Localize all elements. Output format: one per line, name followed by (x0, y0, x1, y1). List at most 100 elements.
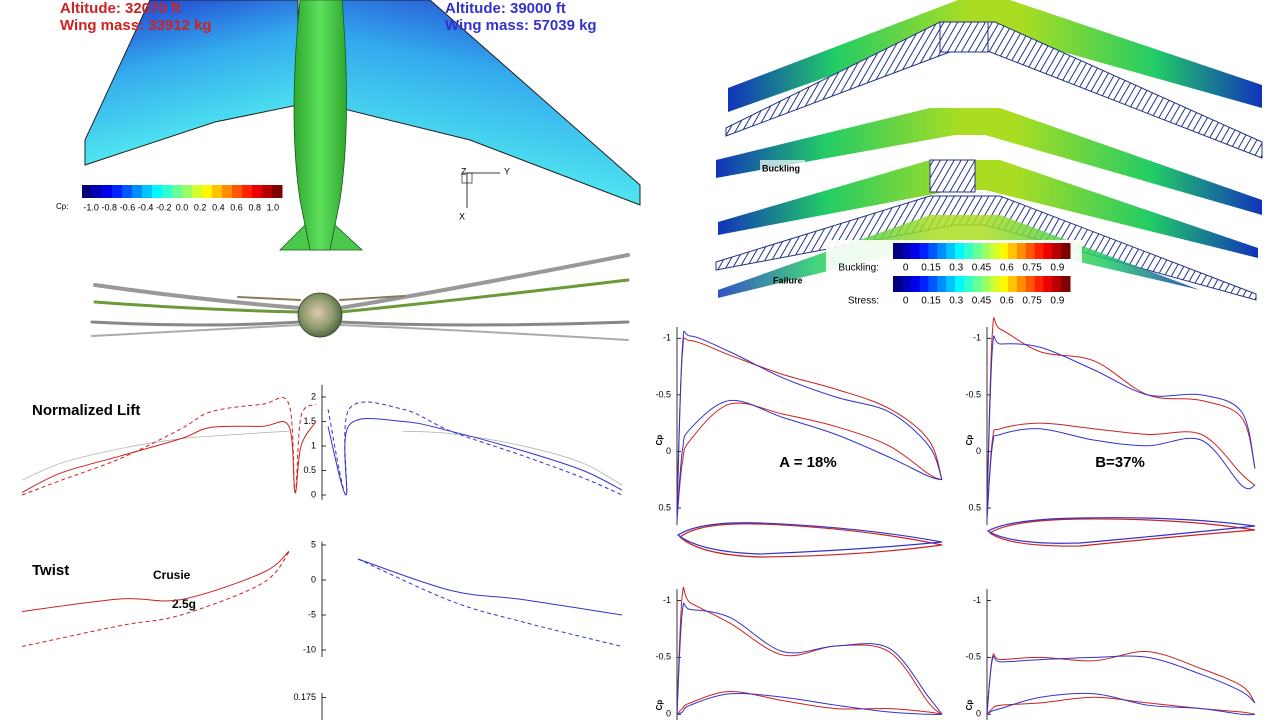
chart-title: B=37% (1095, 454, 1145, 471)
y-tick-label: 0.5 (968, 502, 981, 512)
triad-y: Y (504, 166, 510, 176)
colorbar-swatch (901, 276, 912, 292)
colorbar-swatch (910, 276, 921, 292)
y-tick-label: 5 (311, 539, 316, 549)
series-line (986, 317, 1256, 509)
colorbar-swatch (928, 243, 938, 259)
colorbar-swatch (202, 185, 213, 198)
colorbar-tick-label: 0.9 (1050, 263, 1064, 274)
series-line (676, 602, 943, 715)
colorbar-swatch (212, 185, 223, 198)
colorbar-tick-label: 0.6 (1000, 263, 1014, 274)
colorbar-swatch (182, 185, 193, 198)
y-tick-label: 0.5 (303, 465, 316, 475)
colorbar-swatch (901, 243, 912, 259)
y-tick-label: 0.175 (293, 692, 316, 702)
colorbar-swatch (963, 276, 974, 292)
y-tick-label: -0.5 (655, 389, 671, 399)
colorbar-swatch (1034, 276, 1044, 292)
colorbar-tick-label: 0.15 (921, 263, 941, 274)
y-tick-label: -0.5 (655, 652, 671, 662)
mass-right: Wing mass: 57039 kg (445, 17, 597, 34)
y-tick-label: -1 (973, 333, 981, 343)
y-tick-label: 0 (976, 446, 981, 456)
colorbar-swatch (272, 185, 283, 198)
colorbar-swatch (112, 185, 123, 198)
colorbar-swatch (972, 243, 982, 259)
y-tick-label: 0 (311, 574, 316, 584)
colorbar-tick-label: 0.9 (1050, 296, 1064, 307)
airfoil-sections (676, 517, 1256, 558)
y-tick-label: 0 (976, 709, 981, 719)
colorbar-tick-label: 0.4 (212, 202, 225, 212)
colorbar-swatch (999, 243, 1009, 259)
colorbar-swatch (963, 243, 974, 259)
colorbar-swatch (222, 185, 233, 198)
series-line (357, 558, 623, 647)
colorbar-tick-label: 0.3 (949, 263, 963, 274)
colorbar-swatch (937, 243, 947, 259)
colorbar-swatch (1016, 243, 1027, 259)
series-line (676, 692, 943, 715)
series-line (676, 399, 943, 520)
altitude-left: Altitude: 32070 ft (60, 0, 181, 17)
colorbar-swatch (232, 185, 243, 198)
chart-title: Twist (32, 562, 69, 579)
colorbar-tick-label: 0.75 (1022, 263, 1042, 274)
series-line (21, 421, 317, 494)
colorbar-tick-label: -1.0 (83, 202, 99, 212)
y-tick-label: 0 (666, 446, 671, 456)
structure-colorbars: 0 0.15 0.3 0.45 0.6 0.75 0.9 0 0.15 0.3 0.45 0.6 0.7… (893, 243, 1071, 307)
colorbar-tick-label: 0.6 (1000, 296, 1014, 307)
colorbar-swatch (946, 276, 956, 292)
series-line (21, 397, 317, 496)
colorbar-swatch (919, 276, 929, 292)
colorbar-swatch (152, 185, 163, 198)
colorbar-tick-label: 0.15 (921, 296, 941, 307)
series-line (676, 330, 943, 520)
colorbar-swatch (954, 243, 965, 259)
series-line (21, 551, 290, 647)
colorbar-swatch (1052, 276, 1062, 292)
colorbar-swatch (1043, 276, 1053, 292)
axes-triad (461, 172, 500, 208)
y-tick-label: 1.5 (303, 416, 316, 426)
colorbar-swatch (132, 185, 143, 198)
colorbar-tick-label: 0.6 (230, 202, 243, 212)
colorbar-swatch (162, 185, 173, 198)
chart-title: A = 18% (779, 454, 836, 471)
series-line (676, 586, 943, 715)
annotation: 2.5g (172, 597, 196, 611)
colorbar-swatch (262, 185, 273, 198)
colorbar-tick-label: 0 (903, 263, 909, 274)
series-line (676, 691, 943, 715)
y-tick-label: 2 (311, 391, 316, 401)
mass-left: Wing mass: 33912 kg (60, 17, 212, 34)
triad-z: Z (461, 166, 467, 176)
buckling-bar-label: Buckling: (838, 263, 879, 274)
series-line (357, 558, 623, 616)
y-axis-label: Cp (655, 435, 664, 446)
colorbar-swatch (946, 243, 956, 259)
y-tick-label: -0.5 (965, 652, 981, 662)
y-tick-label: -1 (663, 595, 671, 605)
cp-colorbar-label: Cp: (56, 202, 68, 211)
colorbar-swatch (928, 276, 938, 292)
series-line (986, 335, 1256, 509)
y-tick-label: -5 (308, 609, 316, 619)
colorbar-tick-label: 0.0 (176, 202, 189, 212)
colorbar-tick-label: 0 (903, 296, 909, 307)
triad-x: X (459, 211, 465, 221)
colorbar-swatch (142, 185, 153, 198)
colorbar-swatch (1043, 243, 1053, 259)
colorbar-swatch (1034, 243, 1044, 259)
colorbar-swatch (937, 276, 947, 292)
colorbar-tick-label: 0.45 (972, 296, 992, 307)
colorbar-tick-label: -0.2 (156, 202, 172, 212)
y-axis-label: Cp (965, 435, 974, 446)
colorbar-swatch (1008, 243, 1018, 259)
y-tick-label: -1 (973, 595, 981, 605)
colorbar-swatch (972, 276, 982, 292)
